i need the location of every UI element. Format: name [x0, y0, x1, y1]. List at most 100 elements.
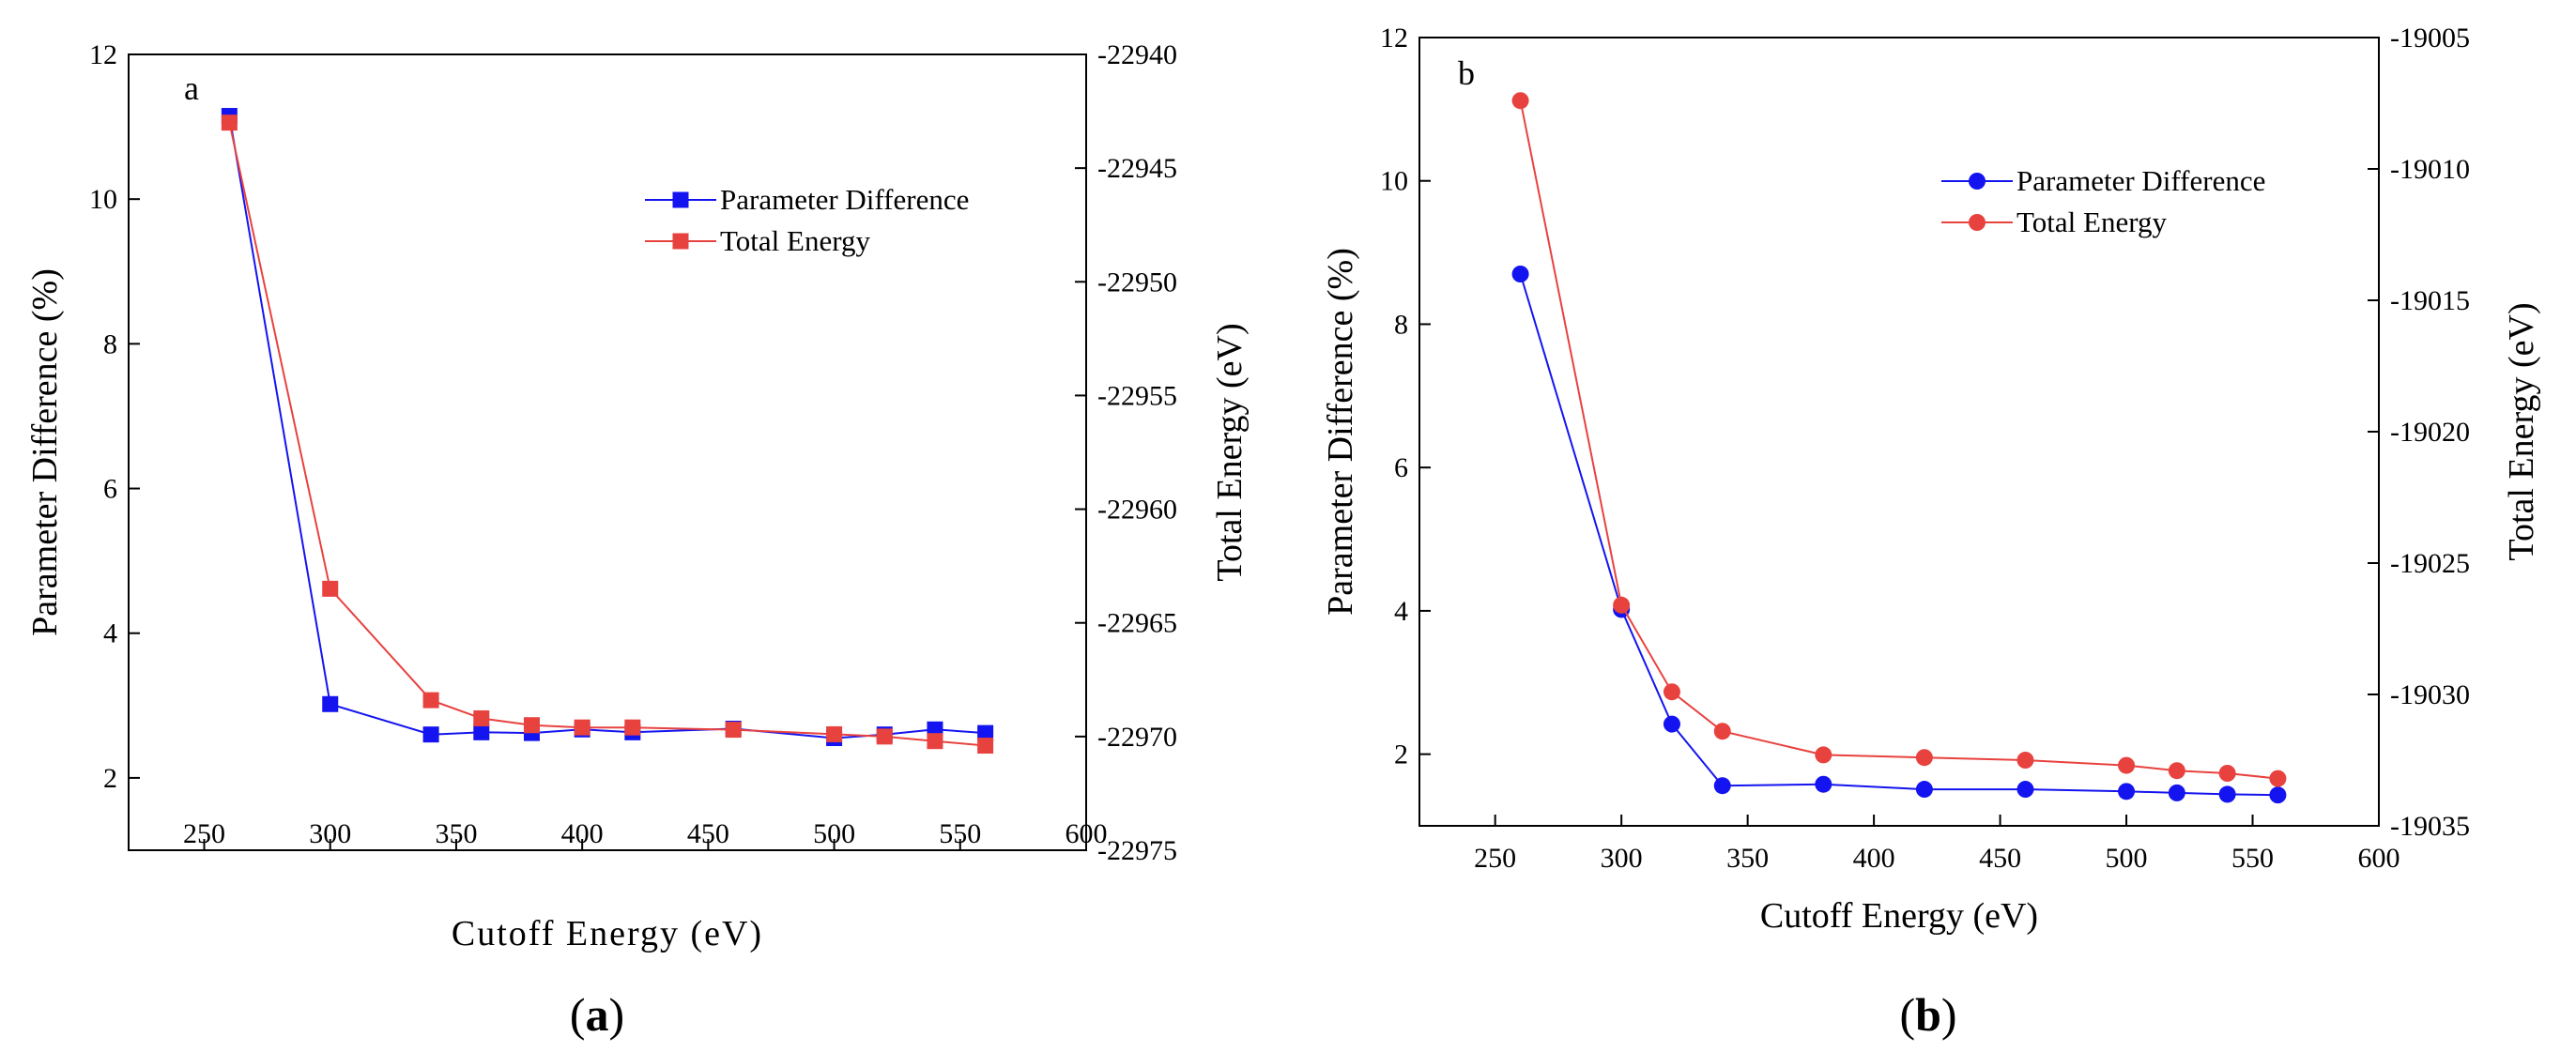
- data-point-total-energy: [2168, 762, 2185, 780]
- data-point-total-energy: [2218, 765, 2236, 782]
- data-point-total-energy: [927, 733, 943, 750]
- panel-a: 250 300 350 400 450 500 550 600 2 4 6 8 10 12 -22975 -2…: [25, 39, 1250, 1041]
- caption-close-paren: ): [609, 988, 625, 1041]
- legend-label: Total Energy: [720, 224, 870, 257]
- data-point-total-energy: [1915, 749, 1933, 767]
- x-tick-label: 250: [1474, 843, 1516, 874]
- series-line-parameter-difference: [228, 115, 986, 739]
- y2-tick-label: -19020: [2390, 417, 2470, 448]
- data-point-total-energy: [221, 114, 238, 131]
- caption-letter: a: [586, 988, 609, 1041]
- legend-label: Parameter Difference: [720, 183, 969, 216]
- legend-marker: [1969, 173, 1986, 190]
- x-tick-label: 550: [939, 818, 981, 849]
- series-line-parameter-difference: [1519, 273, 2278, 797]
- figure-caption: (b): [1899, 988, 1956, 1041]
- caption-open-paren: (: [570, 988, 586, 1041]
- data-point-total-energy: [1713, 723, 1731, 740]
- plot-frame: [128, 53, 1087, 851]
- y-axis-label: Parameter Difference (%): [1321, 248, 1360, 616]
- x-tick-label: 600: [2358, 843, 2400, 874]
- y2-tick-label: -19025: [2390, 548, 2470, 579]
- x-tick-label: 400: [561, 818, 604, 849]
- legend-marker: [672, 233, 689, 250]
- y-tick-label: 10: [89, 184, 117, 215]
- data-point-parameter-difference: [1815, 775, 1832, 793]
- panel-label: b: [1458, 54, 1475, 92]
- legend: Parameter Difference Total Energy: [1941, 164, 2265, 238]
- y-tick-label: 10: [1380, 166, 1408, 197]
- y2-tick-label: -22950: [1097, 267, 1177, 297]
- data-point-total-energy: [1663, 683, 1680, 701]
- data-point-parameter-difference: [422, 726, 439, 743]
- x-tick-label: 300: [1601, 843, 1643, 874]
- data-point-total-energy: [574, 719, 590, 736]
- y2-tick-label: -19010: [2390, 154, 2470, 185]
- y-tick-label: 4: [103, 618, 117, 649]
- data-point-total-energy: [2269, 770, 2287, 787]
- data-point-total-energy: [473, 709, 490, 726]
- plot-frame: [1418, 37, 2380, 827]
- x-tick-label: 500: [813, 818, 855, 849]
- data-point-total-energy: [624, 719, 641, 736]
- series-line-total-energy: [1519, 100, 2278, 780]
- data-point-total-energy: [1815, 746, 1832, 764]
- data-point-total-energy: [826, 725, 843, 742]
- y2-tick-label: -22970: [1097, 722, 1177, 753]
- caption-close-paren: ): [1941, 988, 1957, 1041]
- data-point-total-energy: [422, 692, 439, 709]
- y2-tick-label: -19005: [2390, 23, 2470, 53]
- x-tick-label: 500: [2106, 843, 2148, 874]
- y2-axis-label: Total Energy (eV): [2502, 302, 2541, 560]
- x-tick-label: 350: [435, 818, 477, 849]
- data-point-total-energy: [523, 717, 540, 734]
- data-point-parameter-difference: [2168, 784, 2185, 801]
- data-point-parameter-difference: [2118, 783, 2136, 800]
- y2-tick-label: -22940: [1097, 39, 1177, 70]
- y2-tick-label: -19030: [2390, 679, 2470, 710]
- data-point-total-energy: [876, 728, 893, 745]
- figure-caption: (a): [570, 988, 624, 1041]
- panel-b: 250 300 350 400 450 500 550 600 2 4 6 8 10 12 -19035 -1…: [1321, 23, 2541, 1041]
- x-tick-label: 550: [2231, 843, 2274, 874]
- data-point-parameter-difference: [1663, 715, 1680, 733]
- legend-marker: [1969, 214, 1986, 231]
- y2-tick-label: -22945: [1097, 153, 1177, 184]
- data-point-parameter-difference: [2016, 781, 2034, 799]
- y-tick-label: 6: [1394, 452, 1408, 483]
- data-point-parameter-difference: [1511, 266, 1529, 282]
- y-tick-label: 6: [103, 474, 117, 505]
- y-tick-label: 12: [89, 39, 117, 70]
- data-point-total-energy: [322, 580, 339, 597]
- y2-tick-label: -22975: [1097, 835, 1177, 866]
- data-point-total-energy: [1613, 596, 1631, 614]
- x-axis-label: Cutoff Energy (eV): [1760, 896, 2038, 936]
- y2-axis-label: Total Energy (eV): [1210, 323, 1250, 581]
- y-tick-label: 2: [1394, 739, 1408, 770]
- y2-tick-label: -22960: [1097, 495, 1177, 526]
- x-tick-label: 600: [1066, 818, 1108, 849]
- data-point-parameter-difference: [2218, 785, 2236, 803]
- y-tick-label: 2: [103, 763, 117, 794]
- data-point-parameter-difference: [473, 724, 490, 740]
- data-point-total-energy: [1511, 92, 1529, 110]
- legend: Parameter Difference Total Energy: [645, 183, 969, 257]
- y-tick-label: 8: [1394, 309, 1408, 340]
- x-axis-label: Cutoff Energy (eV): [452, 914, 763, 953]
- y-axis-label: Parameter Difference (%): [25, 268, 65, 636]
- data-point-total-energy: [2016, 752, 2034, 769]
- x-tick-label: 250: [183, 818, 225, 849]
- legend-marker: [672, 191, 689, 208]
- x-tick-label: 450: [1979, 843, 2021, 874]
- y-tick-label: 8: [103, 328, 117, 359]
- panel-label: a: [184, 69, 199, 107]
- y-tick-label: 4: [1394, 596, 1408, 627]
- data-point-parameter-difference: [322, 695, 339, 712]
- x-tick-label: 300: [309, 818, 351, 849]
- caption-letter: b: [1915, 988, 1941, 1041]
- data-point-total-energy: [725, 722, 742, 739]
- data-point-total-energy: [2118, 756, 2136, 774]
- y-tick-label: 12: [1380, 23, 1408, 53]
- y2-tick-label: -22965: [1097, 608, 1177, 639]
